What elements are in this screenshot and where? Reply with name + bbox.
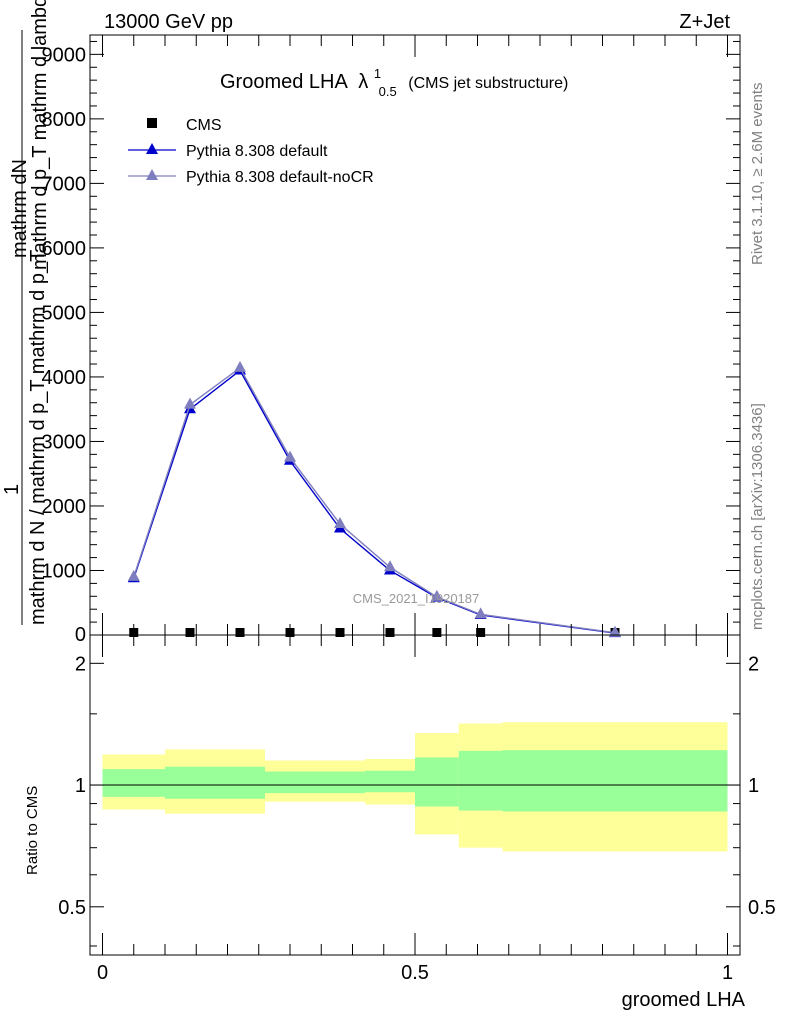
ratio-xtick-label: 0.5 [401,962,429,984]
ratio-y-axis: 0.5 0.5 1 1 2 2 [58,653,776,947]
rivet-label: Rivet 3.1.10, ≥ 2.6M events [749,83,766,266]
ylabel-line-1: mathrm dN [9,159,31,258]
title-sub: 0.5 [379,84,397,99]
ratio-ytick-label-right: 1 [748,775,759,797]
pythia-data-point-2 [609,625,621,637]
main-ytick-label: 8000 [42,109,87,131]
title-main: Groomed LHA [220,71,348,93]
pythia-data-point-2 [184,397,196,409]
ratio-inner-band [365,770,415,793]
main-plot: 1000 2000 3000 4000 5000 6000 7000 8000 9000 0 CM… [1,0,741,646]
ratio-plot-data [90,722,740,852]
ylabel-line-4: mathrm d N / mathrm d p_T mathrm d p_T [27,250,49,625]
title-suffix: (CMS jet substructure) [408,75,568,92]
cms-data-point [185,628,195,637]
ratio-plot: 0.5 0.51 12 2 0 0.5 1 Ratio to CMS groomed LH… [24,634,776,1011]
pythia-data-point-2 [234,360,246,372]
legend-label-pythia-default: Pythia 8.308 default [186,143,328,160]
ratio-inner-band [458,750,503,811]
ratio-inner-band [165,766,265,799]
energy-label: 13000 GeV pp [104,11,233,33]
main-ytick-label: 9000 [42,44,87,66]
main-ytick-label: 4000 [42,367,87,389]
title-lambda: λ [358,71,368,93]
main-y-axis: 1000 2000 3000 4000 5000 6000 7000 8000 9000 0 [42,40,740,646]
ratio-inner-band [102,769,165,797]
legend-marker-cms [147,118,157,128]
main-ytick-label: 5000 [42,302,87,324]
pythia-data-point-2 [334,517,346,529]
ratio-x-axis-label: groomed LHA [622,989,746,1011]
legend-marker-pythia-default [146,143,158,154]
ratio-inner-band [415,757,459,807]
pythia-data-point-2 [284,450,296,462]
main-ytick-label: 7000 [42,173,87,195]
main-y-axis-label: mathrm dN mathrm d p_T mathrm d lambda 1… [1,0,51,625]
cms-data-point [335,628,345,637]
main-plot-data [127,360,621,638]
cms-data-point [235,628,245,637]
pythia-data-point-2 [127,569,140,581]
cms-data-point [432,628,442,637]
process-label: Z+Jet [679,11,730,33]
ratio-ytick-label: 1 [75,775,86,797]
legend: CMS Pythia 8.308 default Pythia 8.308 de… [128,117,374,186]
ylabel-line-3: 1 [1,484,23,495]
mcplots-label: mcplots.cern.ch [arXiv:1306.3436] [749,403,766,630]
ratio-inner-band [265,771,365,794]
cms-data-point [476,628,486,637]
title-sup: 1 [374,66,381,81]
ratio-xtick-label: 1 [722,962,733,984]
ratio-ytick-label-right: 2 [748,653,759,675]
plot-title: Groomed LHA λ 1 0.5 (CMS jet substructur… [220,61,568,101]
main-ytick-label: 3000 [42,431,87,453]
pythia-data-point-2 [474,607,487,619]
ratio-xtick-label: 0 [97,962,108,984]
main-ytick-label: 1000 [42,560,87,582]
main-ytick-label: 2000 [42,496,87,518]
legend-marker-pythia-nocr [146,169,158,180]
ratio-x-axis: 0 0.5 1 [97,635,733,984]
plot-watermark: CMS_2021_I1920187 [353,591,480,606]
ratio-ytick-label: 0.5 [58,897,86,919]
main-x-axis [102,35,728,635]
ratio-y-axis-label: Ratio to CMS [24,786,41,875]
pythia-data-point-2 [430,589,443,601]
pythia-data-point-2 [384,560,396,572]
ratio-ytick-label-right: 0.5 [748,897,776,919]
cms-data-point [385,628,395,637]
main-ytick-label: 6000 [42,238,87,260]
main-ytick-label: 0 [75,624,86,646]
ylabel-line-2: mathrm d p_T mathrm d lambda [29,0,51,270]
ratio-inner-band [502,750,728,812]
ratio-ytick-label: 2 [75,653,86,675]
legend-label-pythia-nocr: Pythia 8.308 default-noCR [186,169,374,186]
legend-label-cms: CMS [186,117,222,134]
